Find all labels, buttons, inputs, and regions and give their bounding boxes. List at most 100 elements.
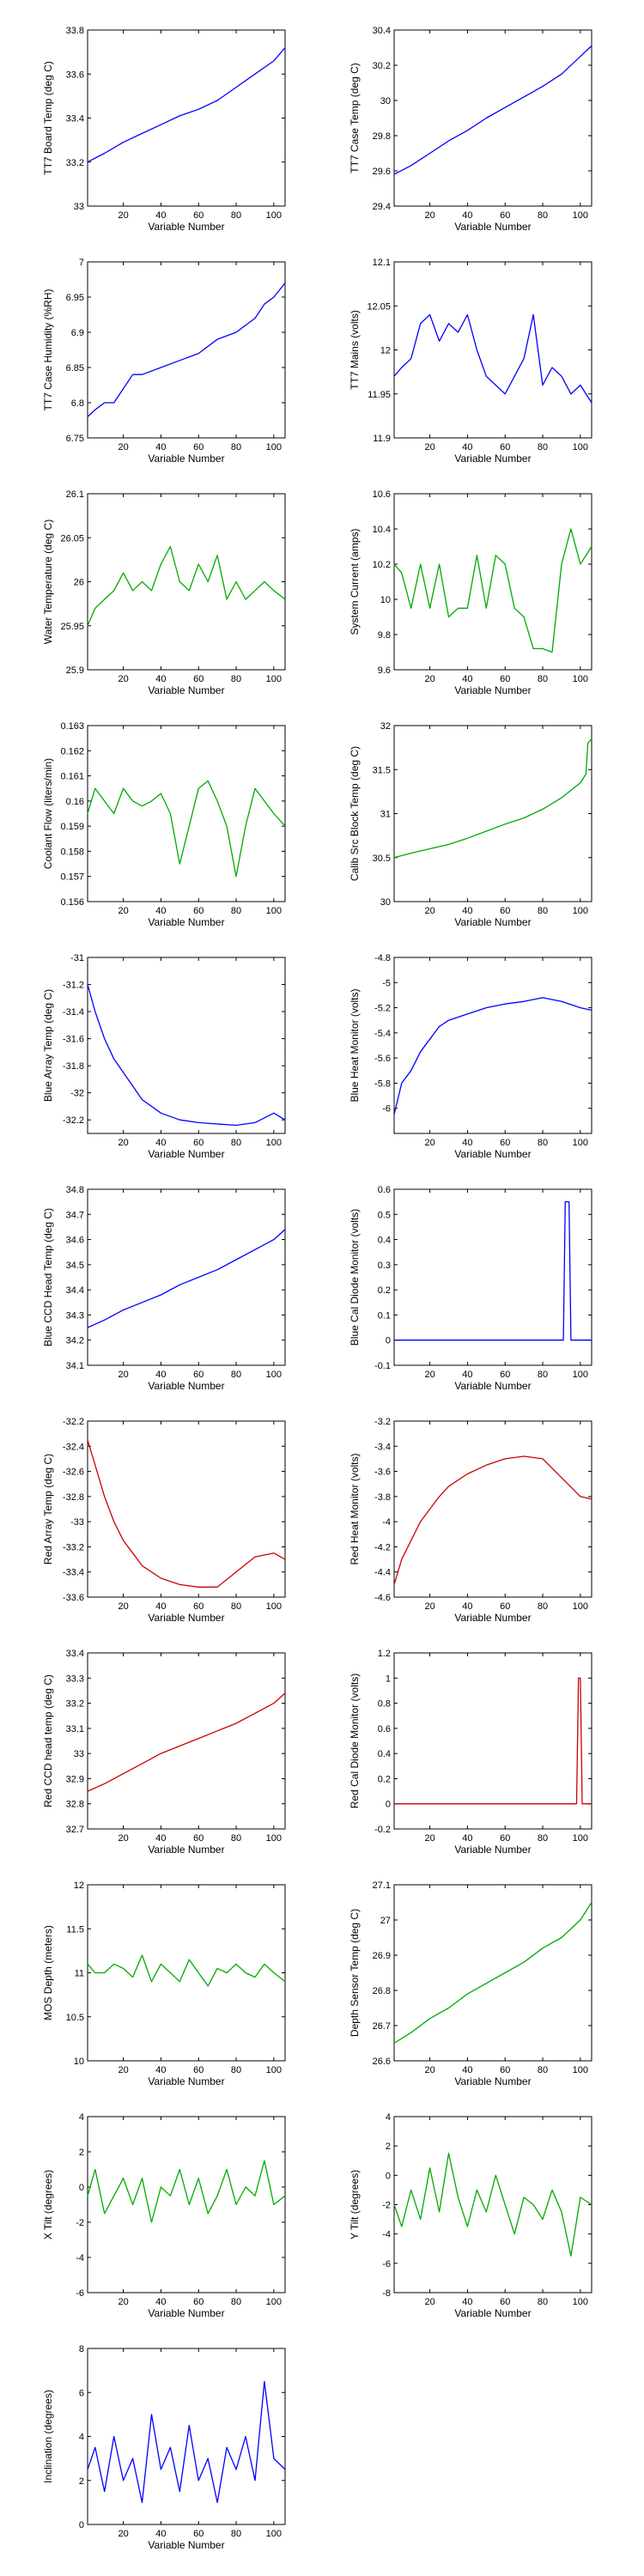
y-tick-label: -3.2	[374, 1417, 391, 1427]
y-tick-label: 10	[380, 595, 391, 605]
y-tick-label: 10.6	[373, 489, 391, 500]
y-tick-label: 0.158	[60, 847, 84, 857]
x-tick-label: 100	[266, 2065, 282, 2075]
y-tick-label: 29.6	[373, 167, 391, 177]
y-tick-label: -0.2	[374, 1825, 391, 1835]
y-tick-label: 4	[79, 2433, 84, 2443]
x-tick-label: 80	[231, 1370, 241, 1380]
plot-area	[87, 1188, 286, 1366]
y-axis-label: Blue Array Temp (deg C)	[42, 989, 54, 1102]
x-tick-label: 60	[193, 674, 204, 684]
y-tick-label: 0.6	[378, 1724, 391, 1735]
series-line	[393, 45, 592, 175]
x-tick-label: 100	[266, 2529, 282, 2539]
y-tick-label: -4.8	[374, 953, 391, 963]
y-tick-label: 34.7	[66, 1210, 84, 1220]
chart-20: 20 40 60 80 100 -8 -6 -4 -2 0 2 4 Variable Number Y T…	[349, 2112, 592, 2319]
y-tick-label: 0	[386, 2171, 391, 2181]
x-tick-label: 20	[424, 442, 434, 453]
y-tick-label: -32.6	[63, 1467, 84, 1478]
series-line	[393, 1455, 592, 1585]
x-tick-label: 20	[118, 442, 128, 453]
y-tick-label: 0	[386, 1336, 391, 1346]
chart-13: 20 40 60 80 100 -33.6 -33.4 -33.2 -33 -32.8 -32.6 -…	[42, 1417, 286, 1624]
y-tick-label: 0.156	[60, 897, 84, 908]
y-tick-label: 8	[79, 2344, 84, 2354]
series-line	[393, 738, 592, 859]
series-line	[87, 780, 286, 878]
plot-area	[87, 1884, 286, 2062]
x-tick-label: 40	[462, 210, 472, 221]
x-tick-label: 80	[231, 1601, 241, 1612]
y-axis-label: TT7 Case Humidity (%RH)	[42, 289, 54, 410]
y-tick-label: -6	[382, 2259, 391, 2269]
plot-area	[87, 493, 286, 671]
y-tick-label: 26.8	[373, 1986, 391, 1996]
x-tick-label: 80	[231, 1833, 241, 1844]
y-tick-label: 0	[79, 2520, 84, 2530]
x-tick-label: 40	[155, 1601, 166, 1612]
y-tick-label: 0.3	[378, 1261, 391, 1271]
x-axis-label: Variable Number	[454, 1380, 531, 1392]
x-tick-label: 60	[193, 2297, 204, 2307]
chart-3: 20 40 60 80 100 6.75 6.8 6.85 6.9 6.95 7 Variable N…	[42, 258, 286, 465]
x-axis-label: Variable Number	[148, 916, 224, 928]
y-tick-label: 6.75	[66, 434, 84, 444]
y-tick-label: 7	[79, 258, 84, 268]
x-tick-label: 100	[266, 906, 282, 916]
x-tick-label: 60	[500, 1601, 510, 1612]
y-axis-label: Red Heat Monitor (volts)	[349, 1453, 361, 1564]
y-tick-label: 34.4	[66, 1285, 84, 1296]
y-tick-label: 2	[386, 2142, 391, 2152]
y-tick-label: 27.1	[373, 1880, 391, 1891]
x-tick-label: 100	[573, 2065, 588, 2075]
chart-10: 20 40 60 80 100 -6 -5.8 -5.6 -5.4 -5.2 -5 -4.8 Varia…	[349, 953, 592, 1160]
y-axis-label: Blue Heat Monitor (volts)	[349, 988, 361, 1102]
plot-area	[393, 1188, 592, 1366]
y-tick-label: -32.2	[63, 1417, 84, 1427]
x-tick-label: 60	[500, 1138, 510, 1148]
x-axis-label: Variable Number	[148, 453, 224, 465]
plot-area	[87, 29, 286, 207]
y-tick-label: 31	[380, 810, 391, 820]
y-tick-label: -4.4	[374, 1568, 391, 1578]
x-tick-label: 40	[462, 1601, 472, 1612]
y-tick-label: -3.4	[374, 1442, 391, 1452]
y-tick-label: 9.6	[378, 665, 391, 676]
chart-14: 20 40 60 80 100 -4.6 -4.4 -4.2 -4 -3.8 -3.6 -3.4 -3.…	[349, 1417, 592, 1624]
x-tick-label: 20	[424, 674, 434, 684]
y-tick-label: 6.85	[66, 363, 84, 374]
y-tick-label: 33.3	[66, 1674, 84, 1684]
y-tick-label: 0.159	[60, 822, 84, 832]
x-tick-label: 20	[424, 1138, 434, 1148]
x-tick-label: 80	[538, 1370, 548, 1380]
plot-area	[87, 1652, 286, 1830]
y-tick-label: 33	[74, 202, 84, 212]
x-axis-label: Variable Number	[148, 2539, 224, 2551]
y-tick-label: 30.4	[373, 26, 391, 36]
x-tick-label: 20	[118, 2529, 128, 2539]
x-tick-label: 40	[155, 674, 166, 684]
y-tick-label: 33.2	[66, 1699, 84, 1710]
plot-area	[393, 725, 592, 902]
x-axis-label: Variable Number	[148, 684, 224, 696]
x-tick-label: 80	[231, 2065, 241, 2075]
plot-area	[87, 957, 286, 1134]
y-tick-label: 9.8	[378, 630, 391, 641]
y-axis-label: Depth Sensor Temp (deg C)	[349, 1909, 361, 2037]
y-tick-label: 33	[74, 1749, 84, 1759]
y-axis-label: X Tilt (degrees)	[42, 2170, 54, 2239]
y-tick-label: 30	[380, 96, 391, 106]
y-tick-label: 0.2	[378, 1774, 391, 1784]
x-axis-label: Variable Number	[454, 2307, 531, 2319]
y-tick-label: -4	[382, 1517, 391, 1528]
x-tick-label: 40	[462, 2297, 472, 2307]
series-line	[87, 283, 286, 417]
y-tick-label: 2	[79, 2148, 84, 2158]
x-tick-label: 100	[573, 2297, 588, 2307]
y-tick-label: 26.05	[60, 533, 84, 544]
y-tick-label: -6	[76, 2288, 84, 2299]
y-axis-label: System Current (amps)	[349, 528, 361, 635]
plot-area	[393, 261, 592, 439]
x-tick-label: 100	[573, 674, 588, 684]
